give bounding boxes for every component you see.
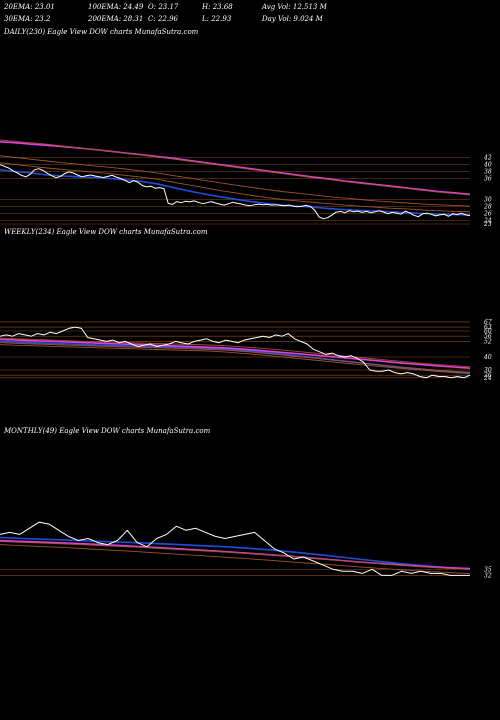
weekly-panel: WEEKLY(234) Eagle View DOW charts Munafa… <box>0 228 492 382</box>
weekly-level-label: 56 <box>484 333 492 340</box>
header-row2-col4: L: 22.93 <box>201 15 232 23</box>
daily-level-label: 38 <box>484 169 492 176</box>
daily-level-label: 30 <box>484 197 492 204</box>
header-row1-col4: H: 23.68 <box>201 3 233 11</box>
weekly-level-label: 24 <box>483 375 492 382</box>
weekly-ema-line <box>0 342 471 373</box>
daily-level-label: 23 <box>483 221 492 228</box>
monthly-level-label: 35 <box>484 566 492 573</box>
daily-ema-line <box>0 169 471 216</box>
weekly-level-label: 26 <box>483 372 492 379</box>
header-row2-col3: C: 22.96 <box>148 15 179 23</box>
weekly-ema-line <box>0 337 471 368</box>
daily-ema-line <box>0 162 471 213</box>
daily-level-label: 36 <box>484 176 492 183</box>
header-row2-col5: Day Vol: 9.024 M <box>261 15 324 23</box>
weekly-title: WEEKLY(234) Eagle View DOW charts Munafa… <box>4 228 208 236</box>
header-row2-col1: 30EMA: 23.2 <box>4 15 51 23</box>
daily-panel: DAILY(230) Eagle View DOW charts MunafaS… <box>0 28 492 228</box>
header-row1-col2: 100EMA: 24.49 <box>88 3 144 11</box>
weekly-price-line <box>0 326 471 379</box>
weekly-level-label: 52 <box>484 338 492 345</box>
charts-area: DAILY(230) Eagle View DOW charts MunafaS… <box>0 28 492 579</box>
weekly-level-label: 63 <box>484 324 492 331</box>
monthly-ema-line <box>0 544 471 575</box>
monthly-panel: MONTHLY(49) Eagle View DOW charts Munafa… <box>0 427 492 579</box>
monthly-ema-line <box>0 539 471 570</box>
daily-level-label: 40 <box>483 162 492 169</box>
daily-level-label: 28 <box>483 204 492 211</box>
daily-title: DAILY(230) Eagle View DOW charts MunafaS… <box>3 28 199 36</box>
daily-level-label: 42 <box>483 155 492 162</box>
header-row1-col5: Avg Vol: 12.513 M <box>261 3 328 11</box>
header-row1-col3: O: 23.17 <box>148 3 179 11</box>
weekly-ema-line <box>0 344 471 374</box>
header: 20EMA: 23.01 100EMA: 24.49 O: 23.17 H: 2… <box>3 3 328 23</box>
weekly-level-label: 40 <box>483 354 492 361</box>
daily-ema-line <box>0 139 471 196</box>
monthly-price-line <box>0 521 470 576</box>
weekly-level-label: 30 <box>484 367 492 374</box>
daily-ema-line <box>0 155 471 207</box>
weekly-level-label: 67 <box>484 319 492 326</box>
monthly-level-label: 32 <box>484 572 492 579</box>
daily-ema-line <box>0 141 471 196</box>
daily-level-label: 26 <box>483 211 492 218</box>
daily-price-line <box>0 164 471 220</box>
header-row2-col2: 200EMA: 28.31 <box>87 15 143 23</box>
monthly-ema-line <box>0 541 471 570</box>
weekly-ema-line <box>0 338 471 369</box>
daily-level-label: 24 <box>483 218 492 225</box>
weekly-level-label: 60 <box>484 328 492 335</box>
monthly-title: MONTHLY(49) Eagle View DOW charts Munafa… <box>3 427 211 435</box>
header-row1-col1: 20EMA: 23.01 <box>3 3 55 11</box>
